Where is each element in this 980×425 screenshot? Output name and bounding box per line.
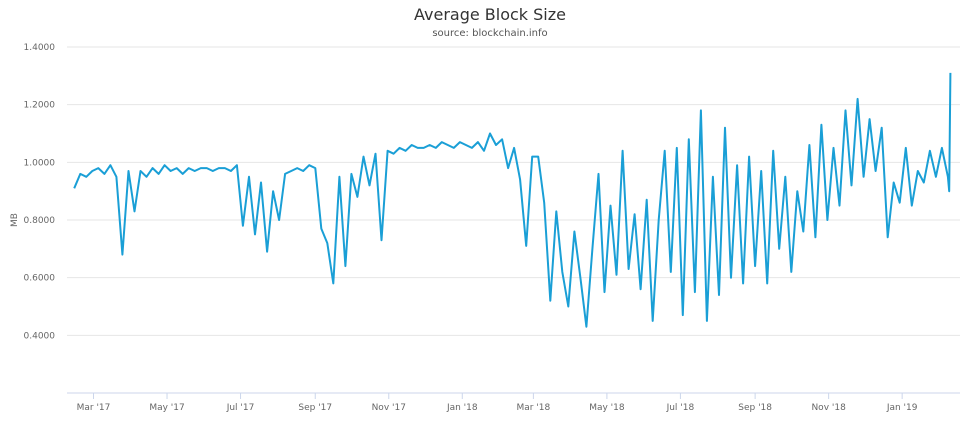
gridlines <box>67 46 960 336</box>
y-axis-label: MB <box>10 213 20 227</box>
y-tick-label: 1.2000 <box>24 101 56 111</box>
x-tick-label: Jan '18 <box>446 403 478 413</box>
x-tick-label: Sep '17 <box>298 403 332 413</box>
x-tick-label: Nov '18 <box>811 403 846 413</box>
x-axis: Mar '17 May '17 Jul '17 Sep '17 Nov '17 Jan '… <box>67 392 960 413</box>
y-tick-label: 1.4000 <box>24 43 56 53</box>
x-tick-label: Jan '19 <box>886 403 918 413</box>
x-tick-label: Mar '18 <box>516 403 550 413</box>
x-tick-label: May '17 <box>149 403 184 413</box>
x-tick-label: Sep '18 <box>738 403 772 413</box>
chart-subtitle: source: blockchain.info <box>432 28 547 39</box>
y-axis-ticks: 0.4000 0.6000 0.8000 1.0000 1.2000 1.4000 <box>24 43 56 341</box>
x-tick-label: Mar '17 <box>77 403 111 413</box>
y-tick-label: 1.0000 <box>24 158 56 168</box>
series-group <box>73 72 952 328</box>
series-line <box>73 72 952 328</box>
y-tick-label: 0.4000 <box>24 331 56 341</box>
x-tick-label: Jul '18 <box>666 403 695 413</box>
y-tick-label: 0.6000 <box>24 274 56 284</box>
x-tick-label: May '18 <box>589 403 625 413</box>
x-tick-label: Jul '17 <box>226 403 255 413</box>
x-tick-label: Nov '17 <box>372 403 406 413</box>
chart-title: Average Block Size <box>414 5 566 24</box>
y-tick-label: 0.8000 <box>24 216 56 226</box>
